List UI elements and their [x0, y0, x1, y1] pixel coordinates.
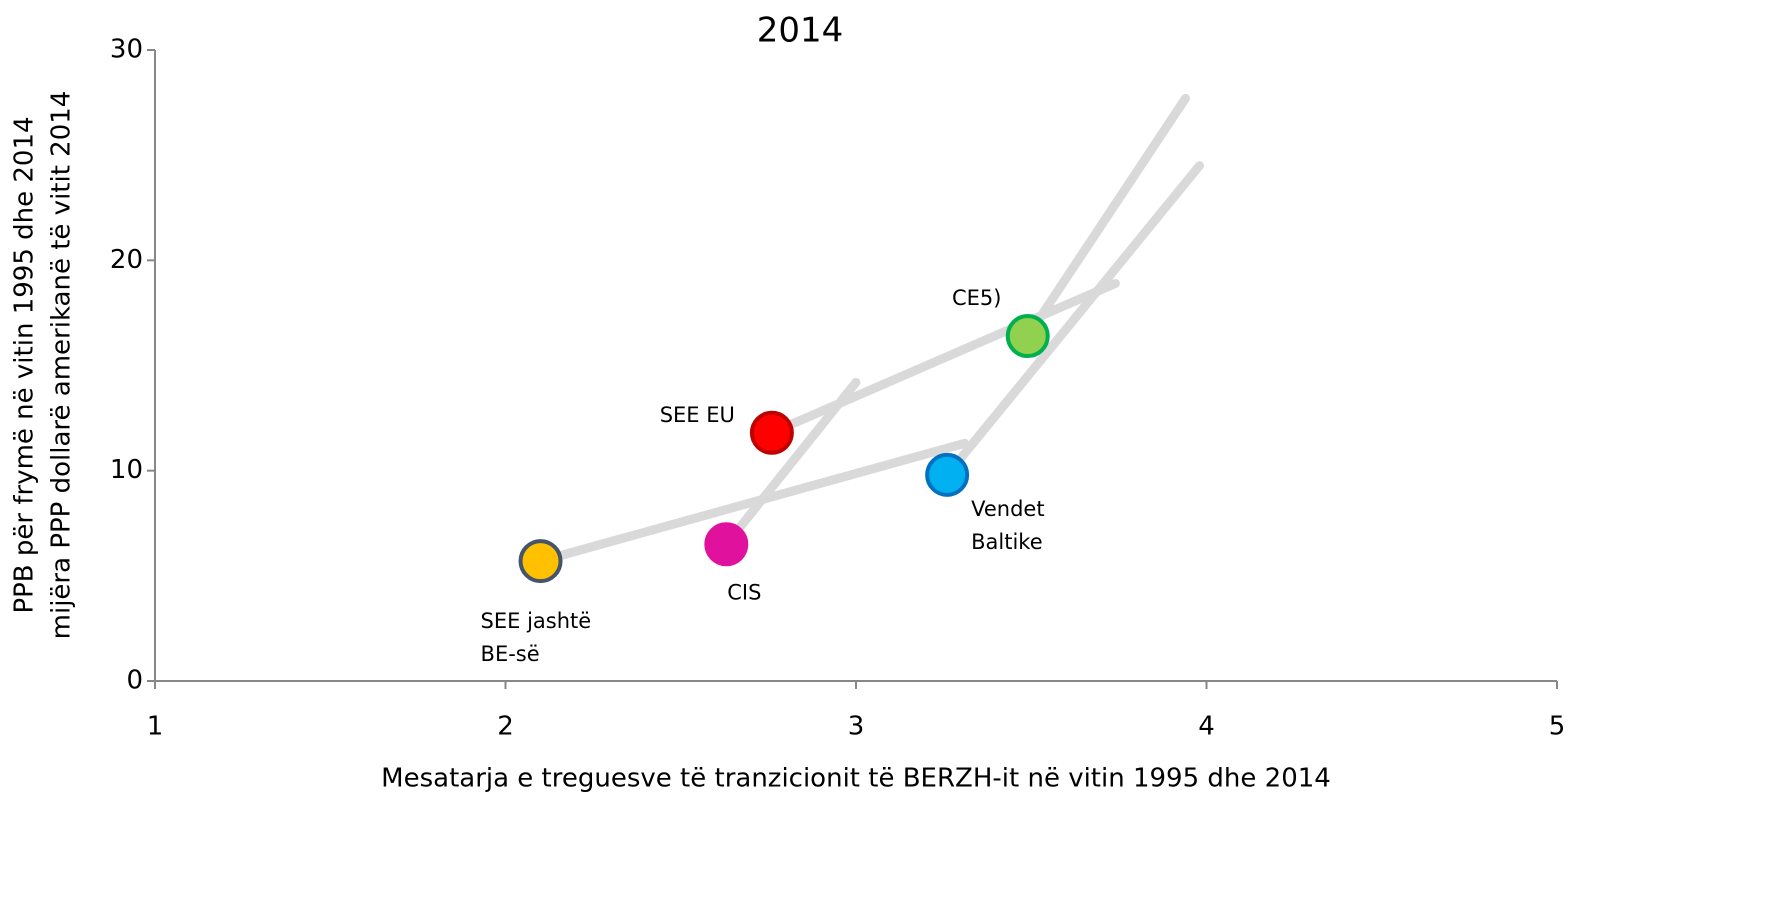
y-tick-label: 0	[126, 666, 143, 696]
y-axis-label-line: mijëra PPP dollarë amerikanë të vitit 20…	[47, 91, 77, 640]
y-tick-label: 10	[110, 455, 143, 485]
point-label: Baltike	[971, 530, 1043, 554]
chart-title: 2014	[757, 11, 844, 51]
x-tick-label: 3	[848, 712, 865, 742]
point-label: Vendet	[971, 497, 1044, 521]
point-label: BE-së	[481, 642, 540, 666]
change-line	[942, 161, 1204, 480]
x-tick-label: 4	[1198, 712, 1215, 742]
point	[518, 539, 563, 584]
y-axis-label: PPB për frymë në vitin 1995 dhe 2014 mij…	[10, 91, 77, 640]
x-tick-label: 1	[147, 712, 164, 742]
y-tick-label: 30	[110, 35, 143, 65]
y-axis-label-line: PPB për frymë në vitin 1995 dhe 2014	[10, 116, 40, 613]
change-line	[536, 438, 970, 566]
point	[925, 452, 970, 497]
point	[749, 410, 794, 455]
point-label: SEE jashtë	[481, 609, 592, 633]
x-axis-label: Mesatarja e treguesve të tranzicionit të…	[381, 764, 1331, 794]
x-tick-label: 5	[1549, 712, 1566, 742]
point-label: CIS	[727, 580, 761, 604]
point	[1005, 314, 1050, 359]
point-label: SEE EU	[660, 403, 735, 427]
change-line	[767, 278, 1120, 438]
y-tick-label: 20	[110, 245, 143, 275]
point	[704, 522, 749, 567]
x-tick-label: 2	[497, 712, 514, 742]
point-label: CE5)	[952, 286, 1002, 310]
change-line	[1023, 93, 1190, 341]
